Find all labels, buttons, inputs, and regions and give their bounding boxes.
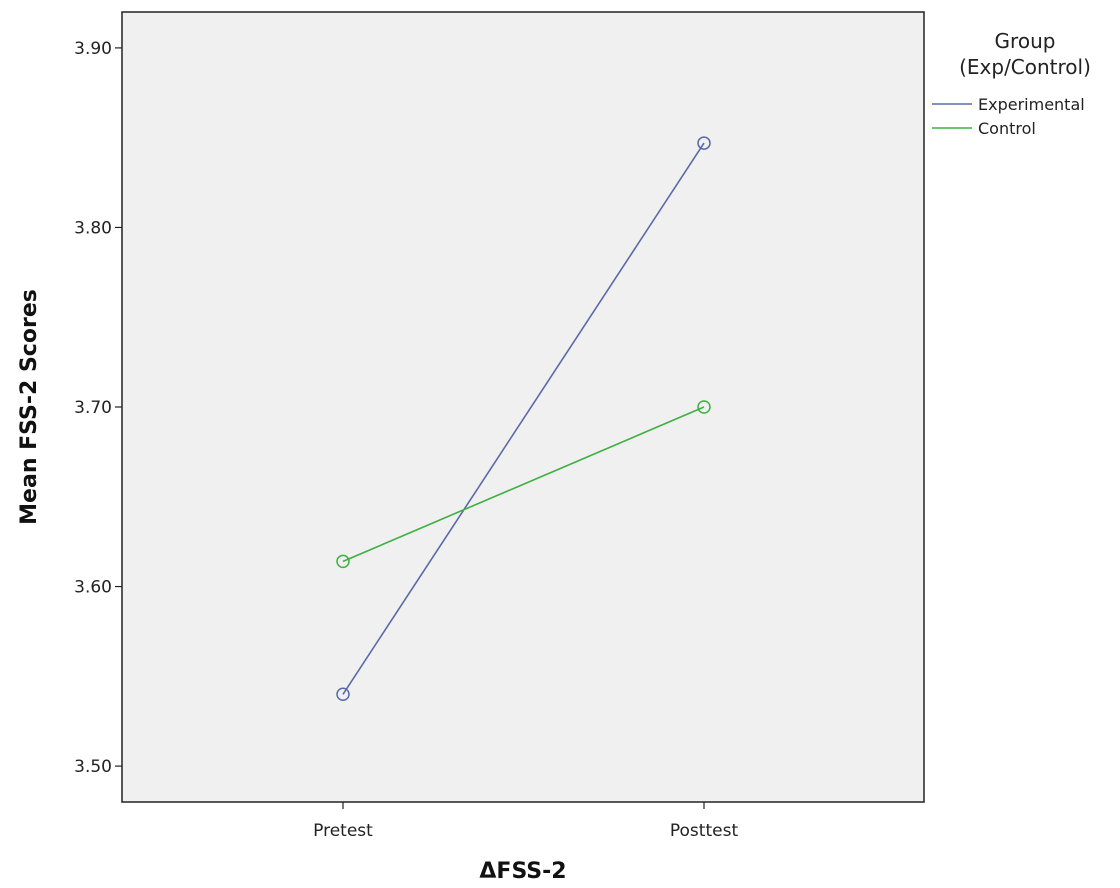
legend: Group (Exp/Control) Experimental Control <box>932 29 1091 138</box>
legend-label-control: Control <box>978 119 1036 138</box>
y-tick-label: 3.80 <box>74 218 112 238</box>
y-tick-label: 3.50 <box>74 757 112 777</box>
series-group <box>336 136 711 702</box>
data-point-experimental <box>697 136 711 150</box>
data-point-control <box>336 554 350 569</box>
x-tick-label: Posttest <box>670 821 739 841</box>
data-point-control <box>697 400 711 414</box>
legend-label-experimental: Experimental <box>978 95 1085 114</box>
series-line-control <box>342 406 705 563</box>
data-point-experimental <box>336 687 350 702</box>
y-axis: 3.50 3.60 3.70 3.80 3.90 <box>74 39 122 777</box>
y-tick-label: 3.90 <box>74 39 112 59</box>
y-tick-label: 3.60 <box>74 578 112 598</box>
y-tick-label: 3.70 <box>74 398 112 418</box>
legend-items: Experimental Control <box>932 95 1085 138</box>
x-tick-label: Pretest <box>313 821 373 841</box>
plot-area <box>121 11 925 803</box>
y-axis-title: Mean FSS-2 Scores <box>17 289 42 525</box>
series-line-experimental <box>342 142 705 695</box>
x-axis: Pretest Posttest <box>313 802 738 841</box>
x-axis-title: ΔFSS-2 <box>479 859 566 884</box>
legend-title-line2: (Exp/Control) <box>959 55 1091 79</box>
legend-title-line1: Group <box>995 29 1056 53</box>
